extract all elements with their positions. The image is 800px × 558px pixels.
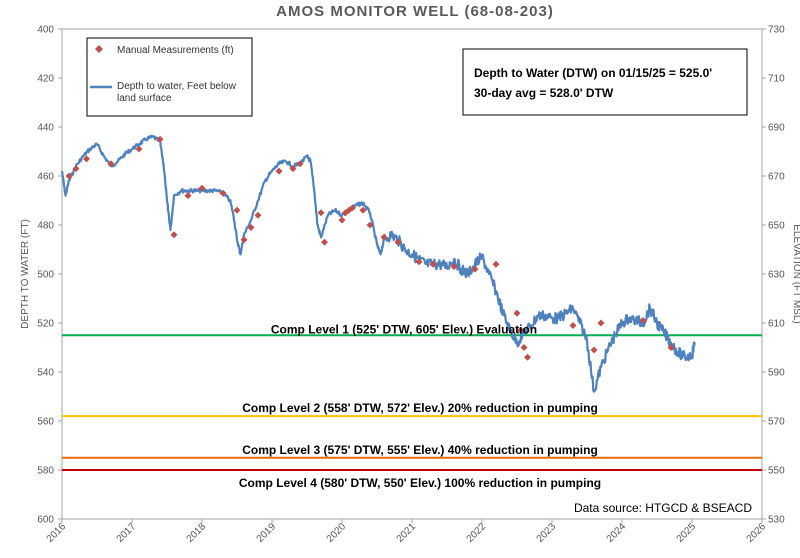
manual-measurement-point [597, 319, 605, 327]
manual-measurement-point [156, 135, 164, 143]
y-tick-label: 400 [37, 25, 54, 36]
x-tick-label: 2020 [325, 521, 349, 545]
x-tick-label: 2018 [185, 521, 209, 545]
y2-axis-label: ELEVATION (FT MSL) [791, 224, 800, 323]
manual-measurement-point [170, 231, 178, 239]
manual-measurement-point [639, 317, 647, 325]
comp-level-4-label: Comp Level 4 (580' DTW, 550' Elev.) 100%… [239, 476, 601, 490]
comp-level-3-label: Comp Level 3 (575' DTW, 555' Elev.) 40% … [242, 443, 598, 457]
y-axis-ticks: 400 420 440 460 480 500 520 540 560 580 600 [37, 25, 62, 526]
manual-measurement-point [198, 184, 206, 192]
manual-measurement-point [65, 172, 73, 180]
manual-measurement-point [296, 160, 304, 168]
manual-measurement-point [517, 326, 524, 334]
x-tick-label: 2024 [605, 521, 629, 545]
comp-level-labels: Comp Level 1 (525' DTW, 605' Elev.) Eval… [239, 322, 601, 490]
manual-measurement-point [450, 263, 458, 271]
manual-measurement-point [471, 265, 479, 273]
x-tick-label: 2021 [395, 521, 419, 545]
manual-measurement-point [429, 260, 437, 268]
manual-measurement-point [380, 233, 388, 241]
y2-tick-label: 630 [768, 270, 785, 281]
data-source-label: Data source: HTGCD & BSEACD [574, 501, 752, 515]
manual-measurement-point [513, 309, 521, 317]
y2-tick-label: 570 [768, 417, 785, 428]
y-tick-label: 520 [37, 319, 54, 330]
info-line-2: 30-day avg = 528.0' DTW [474, 86, 614, 100]
legend: Manual Measurements (ft) Depth to water,… [86, 37, 253, 117]
manual-measurement-point [394, 238, 402, 246]
manual-measurement-point [520, 344, 528, 351]
manual-measurement-point [240, 236, 248, 244]
y-tick-label: 500 [37, 270, 54, 281]
manual-measurement-point [275, 167, 283, 175]
manual-measurement-point [415, 258, 423, 266]
manual-measurement-point [569, 321, 577, 329]
y-tick-label: 600 [37, 515, 54, 526]
x-tick-label: 2023 [535, 521, 559, 545]
info-box: Depth to Water (DTW) on 01/15/25 = 525.0… [462, 48, 748, 116]
manual-measurement-point [184, 192, 192, 200]
info-box-frame [462, 48, 748, 116]
legend-line-label-2: land surface [117, 93, 172, 104]
y-tick-label: 480 [37, 221, 54, 232]
depth-to-water-line [60, 134, 696, 393]
y2-tick-label: 530 [768, 515, 785, 526]
x-tick-label: 2017 [115, 521, 139, 545]
manual-measurement-point [492, 260, 500, 268]
manual-measurement-point [72, 165, 80, 173]
manual-measurement-point [254, 211, 262, 219]
x-tick-label: 2025 [675, 521, 699, 545]
manual-measurement-point [366, 221, 374, 229]
x-tick-label: 2019 [255, 521, 279, 545]
y2-tick-label: 670 [768, 172, 785, 183]
x-tick-label: 2022 [465, 521, 489, 545]
manual-measurement-point [338, 216, 346, 224]
manual-measurement-point [590, 346, 598, 354]
manual-measurement-point [667, 344, 675, 351]
legend-box [86, 37, 253, 117]
comp-level-lines [62, 334, 762, 471]
y2-tick-label: 710 [768, 74, 785, 85]
manual-measurement-point [219, 189, 227, 197]
manual-measurement-point [107, 160, 115, 168]
y2-tick-label: 650 [768, 221, 785, 232]
y2-axis-ticks: 730 710 690 670 650 630 610 590 570 550 530 [762, 25, 785, 526]
chart-title: AMOS MONITOR WELL (68-08-203) [276, 3, 554, 20]
x-tick-label: 2026 [745, 521, 769, 545]
y2-tick-label: 610 [768, 319, 785, 330]
y-tick-label: 540 [37, 368, 54, 379]
y2-tick-label: 590 [768, 368, 785, 379]
manual-measurement-markers [65, 135, 675, 361]
y-tick-label: 560 [37, 417, 54, 428]
manual-measurement-point [321, 238, 328, 246]
y2-tick-label: 550 [768, 466, 785, 477]
comp-level-2-label: Comp Level 2 (558' DTW, 572' Elev.) 20% … [242, 401, 598, 415]
manual-measurement-point [247, 223, 255, 231]
legend-manual-label: Manual Measurements (ft) [117, 45, 234, 56]
legend-marker-diamond-icon [95, 45, 103, 53]
manual-measurement-point [233, 206, 241, 214]
y-tick-label: 580 [37, 466, 54, 477]
y-tick-label: 460 [37, 172, 54, 183]
manual-measurement-point [349, 204, 356, 212]
manual-measurement-point [83, 155, 90, 163]
manual-measurement-point [524, 353, 531, 361]
x-axis-ticks: 2016 2017 2018 2019 2020 2021 2022 2023 2024 2025… [45, 519, 769, 545]
manual-measurement-point [317, 209, 325, 217]
comp-level-1-label: Comp Level 1 (525' DTW, 605' Elev.) Eval… [271, 322, 537, 336]
manual-measurement-point [359, 206, 367, 214]
info-line-1: Depth to Water (DTW) on 01/15/25 = 525.0… [474, 66, 712, 80]
y2-tick-label: 690 [768, 123, 785, 134]
y2-tick-label: 730 [768, 25, 785, 36]
manual-measurement-point [289, 165, 297, 173]
manual-measurement-point [135, 145, 143, 153]
y-tick-label: 440 [37, 123, 54, 134]
y-tick-label: 420 [37, 74, 54, 85]
y-axis-label: DEPTH TO WATER (FT) [20, 219, 31, 329]
legend-line-label-1: Depth to water, Feet below [117, 81, 237, 92]
